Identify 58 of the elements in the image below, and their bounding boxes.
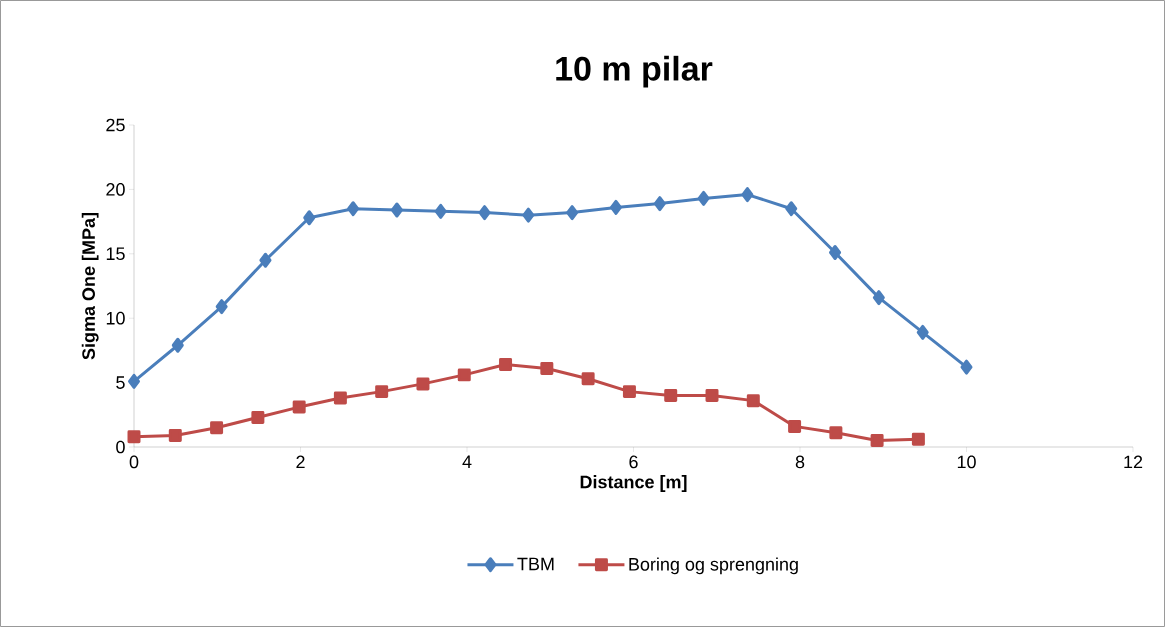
x-tick-label: 2 <box>296 455 305 469</box>
point <box>609 199 622 215</box>
point <box>210 421 224 435</box>
x-tick-label: 4 <box>462 455 472 468</box>
point <box>705 388 719 402</box>
point <box>788 419 802 433</box>
point <box>653 196 666 212</box>
x-tick-label: 0 <box>129 455 139 469</box>
point <box>259 252 272 268</box>
point <box>457 368 471 382</box>
x-tick-label: 12 <box>1124 455 1143 469</box>
x-tick-label: 8 <box>795 455 805 469</box>
point <box>916 324 929 340</box>
point <box>960 359 973 375</box>
point <box>785 201 798 217</box>
point <box>746 394 760 408</box>
legend-label: Boring og sprengning <box>629 557 798 575</box>
point <box>251 410 265 424</box>
point <box>664 388 678 402</box>
point <box>499 358 513 372</box>
point <box>347 201 360 217</box>
point <box>581 372 595 386</box>
point <box>333 391 347 405</box>
point <box>390 202 403 218</box>
y-axis-title: Sigma One [MPa] <box>81 213 99 360</box>
point <box>911 432 925 446</box>
y-tick-label: 5 <box>116 376 125 389</box>
point <box>622 385 636 399</box>
point <box>215 299 228 315</box>
x-axis-title: Distance [m] <box>580 475 687 492</box>
point <box>416 377 430 391</box>
point <box>522 207 535 223</box>
x-tick-label: 10 <box>957 455 976 469</box>
point <box>171 337 184 353</box>
x-tick-label: 6 <box>629 455 638 469</box>
point <box>168 428 182 442</box>
point <box>697 190 710 206</box>
point <box>829 245 842 261</box>
legend-label: TBM <box>517 557 554 571</box>
chart-title: 10 m pilar <box>556 55 713 88</box>
point <box>829 426 843 440</box>
point <box>741 187 754 203</box>
point <box>292 400 306 414</box>
point <box>566 205 579 221</box>
point <box>434 203 447 219</box>
point <box>478 205 491 221</box>
point <box>872 290 885 306</box>
y-tick-label: 25 <box>106 118 125 132</box>
point <box>303 210 316 226</box>
point <box>870 434 884 448</box>
y-tick-label: 0 <box>116 440 125 454</box>
point <box>540 361 554 375</box>
point <box>127 430 141 444</box>
y-tick-label: 15 <box>106 247 125 261</box>
point <box>128 373 140 389</box>
point <box>375 385 389 399</box>
y-tick-label: 10 <box>106 311 125 325</box>
y-tick-label: 20 <box>106 183 125 196</box>
